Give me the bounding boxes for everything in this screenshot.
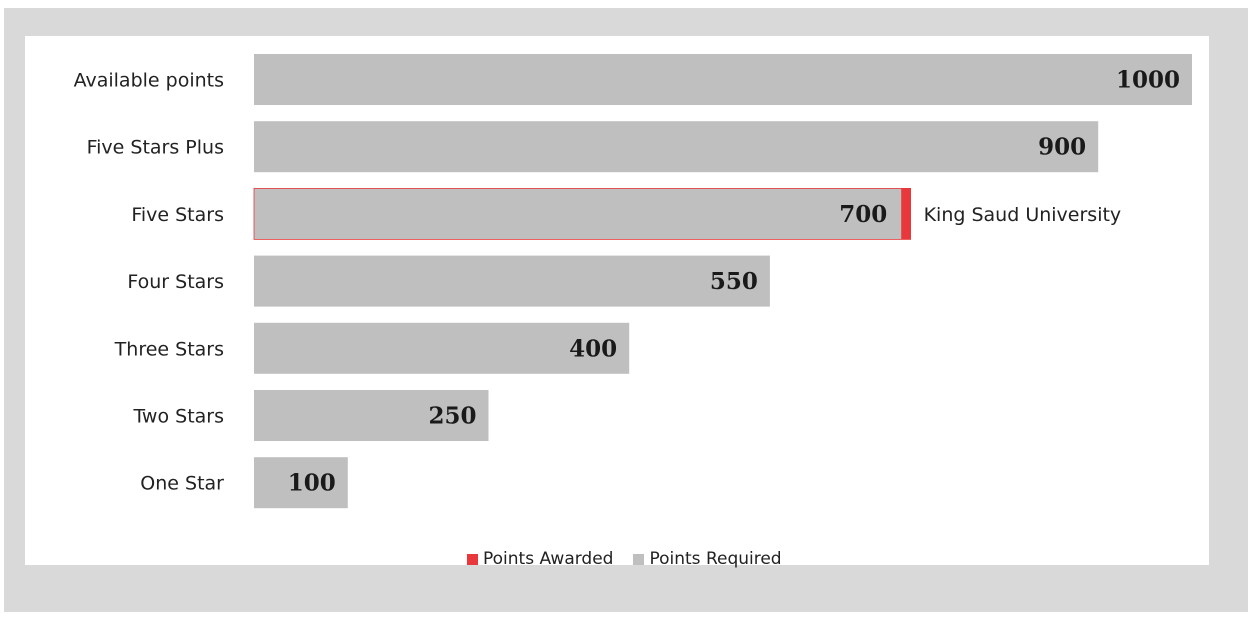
category-label-four-stars: Four Stars	[127, 271, 224, 293]
legend-swatch-points-awarded	[467, 553, 478, 565]
value-label-four-stars: 550	[710, 268, 758, 295]
category-label-five-stars-plus: Five Stars Plus	[87, 137, 224, 159]
category-label-one-star: One Star	[140, 473, 224, 495]
legend-item-points-required: Points Required	[633, 549, 782, 569]
value-label-five-stars-plus: 900	[1038, 134, 1086, 161]
category-label-two-stars: Two Stars	[132, 406, 224, 428]
legend-item-points-awarded: Points Awarded	[467, 549, 613, 569]
value-label-two-stars: 250	[428, 403, 476, 430]
bar-chart: Available points 1000 Five Stars Plus 900 Fi…	[74, 54, 1192, 509]
legend-label-points-required: Points Required	[649, 549, 782, 569]
value-label-five-stars: 700	[839, 201, 887, 228]
bar-required-two-stars	[254, 390, 489, 441]
bar-required-three-stars	[254, 322, 630, 374]
legend-label-points-awarded: Points Awarded	[483, 549, 614, 569]
category-label-available-points: Available points	[74, 70, 224, 92]
value-label-three-stars: 400	[569, 335, 617, 362]
annotation-label: King Saud University	[924, 204, 1122, 226]
category-label-three-stars: Three Stars	[114, 338, 224, 360]
bar-required-one-star	[254, 457, 348, 509]
chart-frame: Available points 1000 Five Stars Plus 900 Fi…	[4, 8, 1248, 612]
value-label-one-star: 100	[288, 470, 336, 497]
bar-required-five-stars-plus	[254, 121, 1099, 173]
legend-swatch-points-required	[633, 553, 645, 565]
bar-required-four-stars	[254, 255, 770, 307]
bar-awarded-five-stars	[901, 188, 911, 240]
legend: Points Awarded Points Required	[467, 549, 782, 569]
value-label-available-points: 1000	[1116, 67, 1180, 94]
bar-required-five-stars	[253, 187, 911, 240]
category-label-five-stars: Five Stars	[131, 204, 224, 226]
chart-panel: Available points 1000 Five Stars Plus 900 Fi…	[25, 36, 1209, 569]
bar-required-available-points	[254, 54, 1192, 105]
